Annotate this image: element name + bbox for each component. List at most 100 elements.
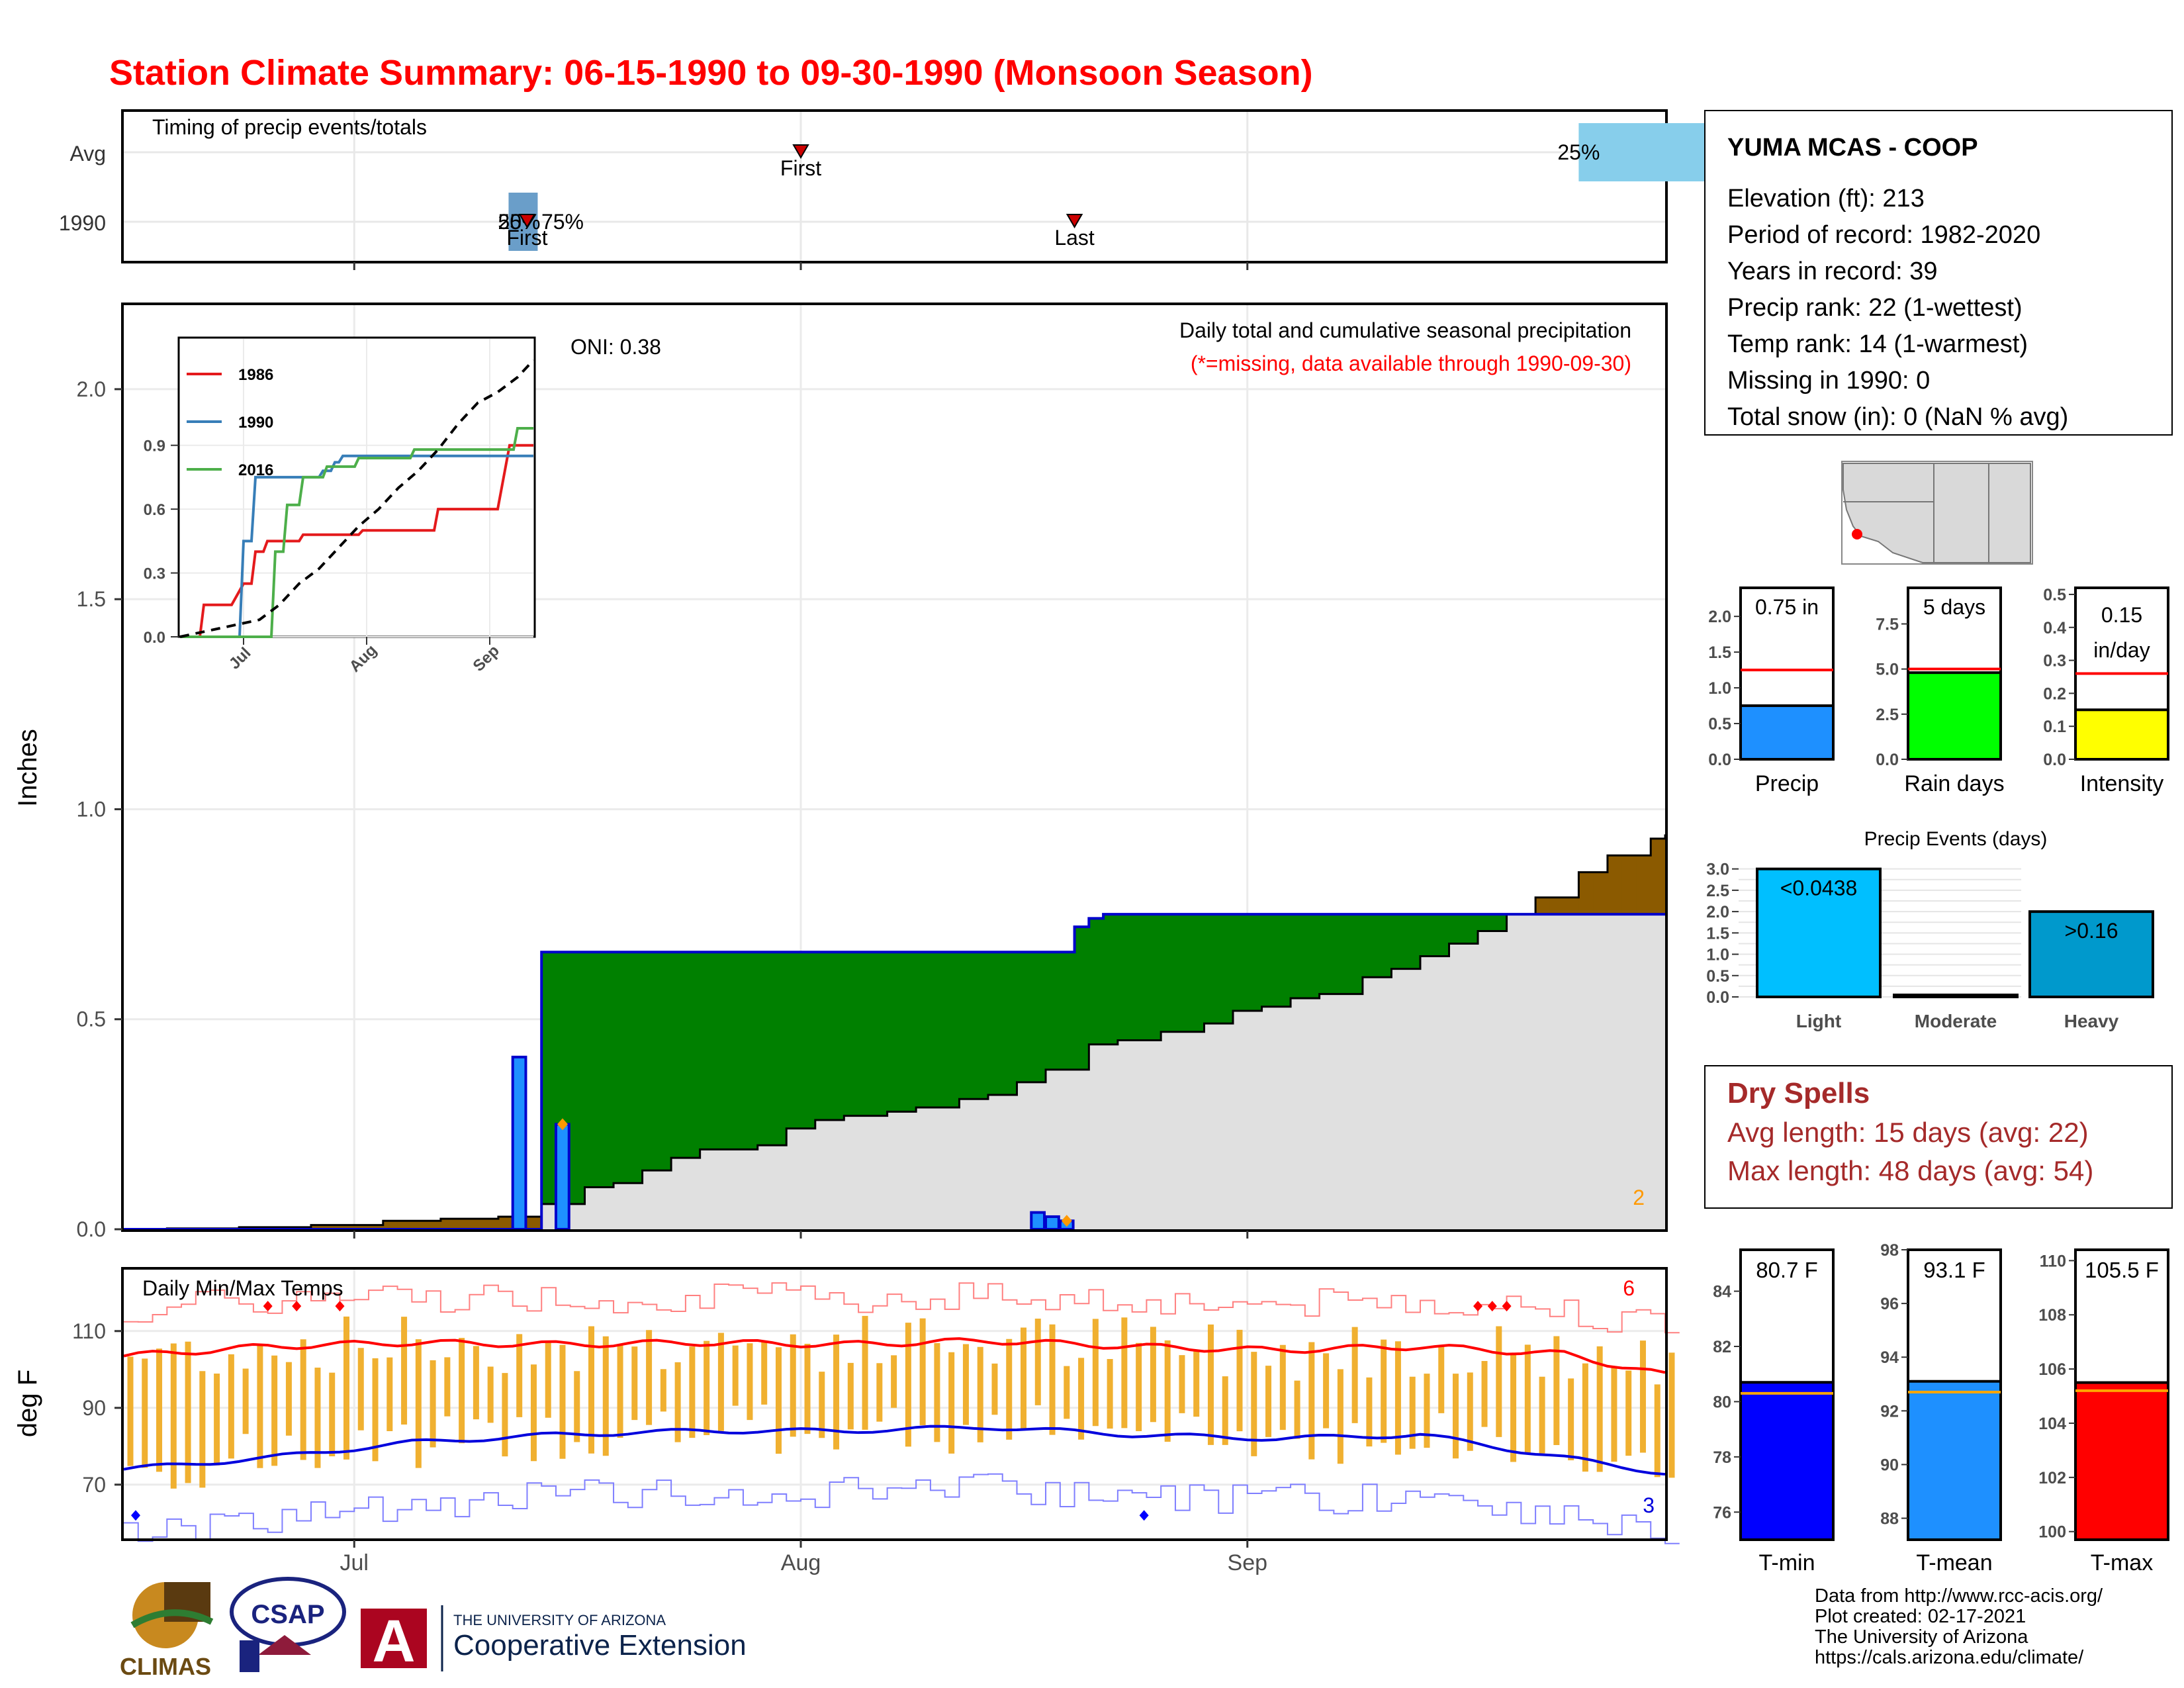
surplus-area-segment <box>1002 952 1018 1095</box>
surplus-area-segment <box>1362 914 1378 978</box>
mini-bar-tick-label: 1.5 <box>1708 643 1731 662</box>
mini-bar-tick-label: 0.4 <box>2043 619 2066 637</box>
inset-ytick-label: 0.3 <box>144 565 165 583</box>
temp-bar-label: T-mean <box>1916 1550 1992 1575</box>
surplus-area-segment <box>815 952 831 1121</box>
temp-bar-label: T-min <box>1759 1550 1815 1575</box>
main-chart-title: Daily total and cumulative seasonal prec… <box>1179 318 1631 342</box>
surplus-area-segment <box>1117 914 1133 1041</box>
inset-series-1990 <box>180 454 533 638</box>
mini-bar-value-label: 0.75 in <box>1755 595 1819 619</box>
ua-logo-big-text: Cooperative Extension <box>453 1629 747 1662</box>
surplus-area-segment <box>974 952 989 1100</box>
surplus-area-segment <box>570 952 586 1204</box>
mini-bar-value-label2: in/day <box>2093 638 2150 662</box>
station-info-line: Temp rank: 14 (1-warmest) <box>1727 330 2028 358</box>
station-info-line: Years in record: 39 <box>1727 258 1938 285</box>
surplus-area-segment <box>930 952 946 1107</box>
temp-max-count: 6 <box>1623 1276 1635 1300</box>
events-bar-value-label: <0.0438 <box>1780 876 1858 900</box>
surplus-area-segment <box>786 952 801 1129</box>
mini-bar-label: Intensity <box>2080 771 2164 796</box>
ua-logo-letter: A <box>373 1609 416 1675</box>
avg-first-label: First <box>780 156 821 180</box>
mini-bar-tick-label: 0.2 <box>2043 684 2066 703</box>
mini-bar-intensity: 0.0 0.1 0.2 0.3 0.4 0.5 0.15 in/day Intensity <box>2043 586 2169 796</box>
surplus-area-segment <box>1276 914 1291 1007</box>
surplus-area-segment <box>1146 914 1161 1041</box>
events-bar-label: Moderate <box>1915 1011 1997 1031</box>
daily-precip-bar <box>511 1055 527 1231</box>
temp-bar-tick-label: 110 <box>2040 1252 2066 1270</box>
mini-bar-tick-label: 0.0 <box>1876 751 1899 769</box>
deficit-area-segment <box>1564 897 1580 915</box>
temp-bar-tick-label: 82 <box>1713 1338 1731 1356</box>
temp-bar-tick-label: 94 <box>1880 1348 1899 1367</box>
mini-bar-precip: 0.0 0.5 1.0 1.5 2.0 0.75 in Precip <box>1708 586 1835 796</box>
temp-bar-tick-label: 84 <box>1713 1283 1731 1301</box>
dry-spells-box: Dry Spells Avg length: 15 days (avg: 22)… <box>1704 1065 2173 1209</box>
main-corner-count: 2 <box>1633 1186 1645 1209</box>
deficit-area-segment <box>369 1225 384 1229</box>
daily-precip-bar <box>1044 1215 1060 1231</box>
events-bar-heavy <box>2028 910 2154 998</box>
station-info-line: Period of record: 1982-2020 <box>1727 221 2040 249</box>
temp-ytick-label: 110 <box>72 1319 106 1343</box>
surplus-area-segment <box>700 952 715 1150</box>
dry-spells-max: Max length: 48 days (avg: 54) <box>1727 1155 2093 1186</box>
footer-credits: Data from http://www.rcc-acis.org/Plot c… <box>1815 1585 2103 1668</box>
y1990-quartile-band <box>508 193 538 251</box>
temp-min-count: 3 <box>1643 1493 1655 1517</box>
surplus-area-segment <box>1434 914 1450 957</box>
temp-bar-tick-label: 96 <box>1880 1295 1899 1313</box>
inset-legend-label: 1986 <box>238 366 273 384</box>
surplus-area-segment <box>987 952 1003 1095</box>
surplus-area-segment <box>1449 914 1464 944</box>
ua-logo-small-text: THE UNIVERSITY OF ARIZONA <box>453 1612 666 1628</box>
oni-label: ONI: 0.38 <box>570 335 661 359</box>
events-bar-light <box>1756 867 1882 998</box>
mini-bar-label: Precip <box>1755 771 1819 796</box>
events-tick-label: 2.5 <box>1706 882 1729 900</box>
record-high-marker <box>1473 1301 1483 1312</box>
temp-ytick-label: 70 <box>82 1473 106 1497</box>
csap-logo: CSAP <box>230 1577 346 1672</box>
main-ytick-label: 1.0 <box>77 797 106 821</box>
inset-ytick-label: 0.6 <box>144 501 165 519</box>
surplus-area-segment <box>1060 952 1075 1070</box>
mini-bar-tick-label: 7.5 <box>1876 616 1899 634</box>
temp-bar-value-label: 105.5 F <box>2085 1258 2159 1282</box>
surplus-area-segment <box>858 952 874 1116</box>
deficit-area-segment <box>440 1219 456 1229</box>
surplus-area-segment <box>743 952 758 1150</box>
surplus-area-segment <box>1478 914 1493 931</box>
deficit-area-segment <box>310 1225 326 1229</box>
figure-title: Station Climate Summary: 06-15-1990 to 0… <box>109 53 1313 93</box>
temp-bar-tick-label: 100 <box>2038 1523 2066 1542</box>
temp-bar-t-max: 100 102 104 106 108 110 105.5 F T-max <box>2038 1248 2169 1575</box>
mini-bar-value <box>1907 671 2002 761</box>
events-bar-moderate <box>1893 994 2019 998</box>
surplus-area-segment <box>1406 914 1421 969</box>
events-tick-label: 1.5 <box>1706 924 1729 943</box>
mini-bar-value <box>2074 708 2169 761</box>
record-low-marker <box>131 1510 140 1521</box>
surplus-area-segment <box>642 952 657 1171</box>
mini-bar-tick-label: 0.1 <box>2043 718 2066 736</box>
main-ytick-label: 2.0 <box>77 377 106 401</box>
surplus-area-segment <box>1420 914 1435 957</box>
footer-line: https://cals.arizona.edu/climate/ <box>1815 1647 2084 1668</box>
surplus-area-segment <box>584 952 600 1188</box>
mini-bar-tick-label: 5.0 <box>1876 661 1899 679</box>
dry-spells-avg: Avg length: 15 days (avg: 22) <box>1727 1117 2089 1148</box>
surplus-area-segment <box>1161 914 1176 1032</box>
events-tick-label: 2.0 <box>1706 903 1729 921</box>
deficit-area-segment <box>1593 872 1608 915</box>
precip-events-panel: Precip Events (days) 0.0 0.5 1.0 1.5 2.0 2.5 3.… <box>1706 828 2154 1031</box>
footer-line: Plot created: 02-17-2021 <box>1815 1606 2026 1627</box>
timing-label: Timing of precip events/totals <box>152 115 427 139</box>
mini-bar-tick-label: 2.0 <box>1708 608 1731 626</box>
deficit-area-segment <box>325 1225 341 1229</box>
surplus-area-segment <box>959 952 974 1100</box>
surplus-area-segment <box>541 952 557 1204</box>
